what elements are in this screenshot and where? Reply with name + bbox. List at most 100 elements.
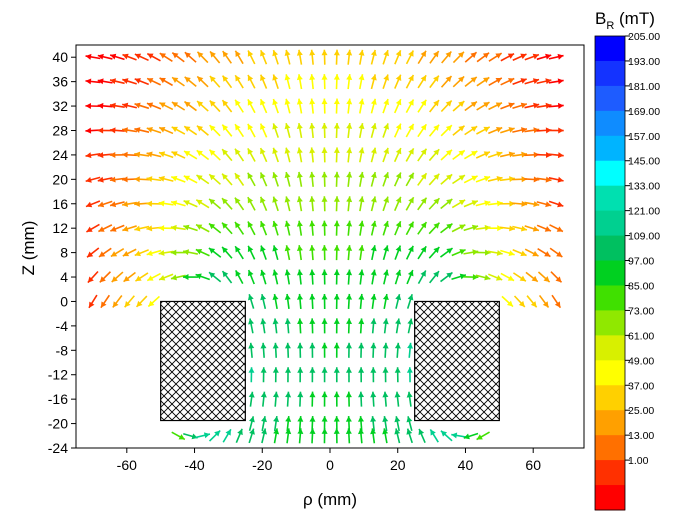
colorbar-tick-label: 205.00 <box>628 31 660 43</box>
field-arrow <box>394 367 401 383</box>
field-arrow <box>524 248 539 257</box>
field-arrow <box>184 51 197 63</box>
field-arrow <box>440 271 453 283</box>
y-tick-label: 0 <box>60 293 68 309</box>
field-arrow <box>260 342 267 358</box>
field-arrow <box>417 221 428 235</box>
field-arrow <box>284 147 291 163</box>
field-arrow <box>512 225 528 232</box>
field-arrow <box>158 273 174 281</box>
field-arrow <box>406 428 413 444</box>
field-arrow <box>358 74 365 90</box>
field-arrow <box>109 78 125 85</box>
field-arrow <box>452 149 466 161</box>
field-arrow <box>463 274 479 281</box>
field-arrow <box>134 249 149 257</box>
colorbar-title-main: B <box>595 9 606 28</box>
field-arrow <box>417 99 427 113</box>
field-arrow <box>370 428 377 444</box>
colorbar-tick-label: 49.00 <box>628 355 654 367</box>
field-arrow <box>297 391 304 407</box>
field-arrow <box>259 172 268 187</box>
field-arrow <box>395 318 402 334</box>
field-arrow <box>109 176 125 183</box>
field-arrow <box>345 342 352 358</box>
field-arrows <box>85 49 564 444</box>
field-arrow <box>284 293 291 309</box>
field-arrow <box>234 221 245 235</box>
field-arrow <box>321 122 328 139</box>
field-arrow <box>171 151 186 159</box>
field-arrow <box>487 151 503 159</box>
field-arrow <box>406 294 414 309</box>
field-arrow <box>526 295 538 308</box>
field-arrow <box>260 318 267 334</box>
field-arrow <box>221 197 233 210</box>
field-arrow <box>464 51 478 63</box>
field-arrow <box>221 246 233 259</box>
field-arrow <box>346 98 353 114</box>
field-arrow <box>284 342 291 358</box>
field-arrow <box>417 172 428 186</box>
field-arrow <box>333 171 340 187</box>
colorbar-segment <box>595 335 625 361</box>
colorbar-tick-label: 73.00 <box>628 305 654 317</box>
field-arrow <box>321 171 328 187</box>
field-arrow <box>171 431 186 441</box>
field-arrow <box>321 293 328 309</box>
field-arrow <box>309 428 316 444</box>
field-arrow <box>109 102 125 109</box>
field-arrow <box>441 50 452 64</box>
field-arrow <box>488 273 503 281</box>
field-arrow <box>86 247 100 258</box>
field-arrow <box>100 294 111 309</box>
field-arrow <box>134 272 149 282</box>
field-arrow <box>440 124 453 137</box>
field-arrow <box>382 293 389 309</box>
field-arrow <box>158 200 174 207</box>
field-arrow <box>428 148 440 162</box>
field-arrow <box>221 270 233 284</box>
colorbar-tick-label: 109.00 <box>628 231 660 243</box>
field-arrow <box>234 245 244 260</box>
field-arrow <box>345 391 352 407</box>
field-arrow <box>475 200 491 207</box>
field-arrow <box>309 98 316 114</box>
field-arrow <box>536 176 552 183</box>
field-arrow <box>499 176 516 183</box>
field-arrow <box>158 126 174 135</box>
field-arrow <box>382 391 389 407</box>
field-arrow <box>247 245 256 260</box>
field-arrow <box>247 74 256 89</box>
field-arrow <box>393 123 402 138</box>
y-tick-label: 20 <box>52 171 68 187</box>
field-arrow <box>309 342 316 358</box>
field-arrow <box>109 201 125 208</box>
field-arrow <box>248 342 255 358</box>
field-arrow <box>346 49 353 65</box>
field-arrow <box>109 127 125 134</box>
field-arrow <box>394 416 401 432</box>
field-arrow <box>247 221 256 236</box>
field-arrow <box>428 197 440 210</box>
field-arrow <box>284 49 291 65</box>
field-arrow <box>394 428 401 444</box>
field-arrow <box>309 269 316 285</box>
field-arrow <box>548 78 564 85</box>
field-arrow <box>296 49 303 65</box>
field-arrow <box>208 429 221 442</box>
coil-1 <box>160 300 246 422</box>
field-arrow <box>122 102 137 109</box>
field-arrow <box>98 224 113 233</box>
field-arrow <box>346 196 353 212</box>
field-arrow <box>134 102 150 110</box>
field-arrow <box>321 220 328 236</box>
field-arrow <box>146 52 161 62</box>
field-arrow <box>405 196 415 211</box>
field-arrow <box>234 172 245 186</box>
field-arrow <box>382 428 389 444</box>
field-arrow <box>382 49 390 65</box>
field-arrow <box>260 367 267 383</box>
field-arrow <box>512 249 527 257</box>
field-arrow <box>195 223 210 233</box>
